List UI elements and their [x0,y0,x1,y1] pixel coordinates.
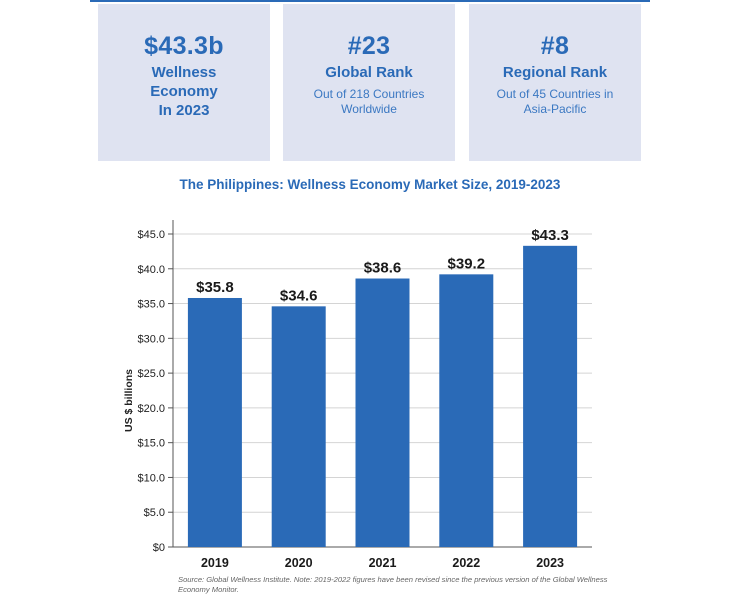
top-rule [90,0,650,2]
x-tick-label: 2020 [285,556,313,570]
stat-card-economy: $43.3b Wellness Economy In 2023 [98,4,270,161]
stat-label: Wellness Economy In 2023 [150,64,218,119]
y-tick-label: $45.0 [137,229,165,241]
y-tick-label: $0 [153,542,165,554]
y-tick-label: $15.0 [137,438,165,450]
x-tick-label: 2022 [452,556,480,570]
y-tick-label: $40.0 [137,264,165,276]
y-tick-label: $5.0 [144,507,165,519]
stat-description: Out of 218 Countries Worldwide [313,87,425,116]
bar-value-label: $34.6 [280,287,318,304]
stat-value: $43.3b [144,32,224,60]
bar [523,245,578,547]
stat-value: #8 [540,32,570,60]
chart-title: The Philippines: Wellness Economy Market… [179,177,561,192]
y-tick-label: $25.0 [137,368,165,380]
stat-value: #23 [347,32,391,60]
bar-chart: $0 $5.0 $10.0 $15.0 $20.0 $25.0 $30.0 $35.0 $40.… [123,220,592,570]
y-tick-label: $35.0 [137,299,165,311]
x-tick-label: 2021 [369,556,397,570]
bar [187,297,242,547]
bar [271,306,326,547]
bar-value-label: $39.2 [448,255,486,272]
stat-card-global-rank: #23 Global Rank Out of 218 Countries Wor… [283,4,455,161]
stat-label: Global Rank [325,64,413,81]
bar [355,278,410,547]
stat-description: Out of 45 Countries in Asia-Pacific [496,87,614,116]
bar [439,274,494,547]
y-tick-label: $30.0 [137,333,165,345]
y-axis-label: US $ billions [123,369,135,432]
stat-label: Regional Rank [502,64,608,81]
source-note: Source: Global Wellness Institute. Note:… [178,575,608,594]
bar-value-label: $38.6 [364,260,402,277]
x-tick-label: 2023 [536,556,564,570]
stat-card-regional-rank: #8 Regional Rank Out of 45 Countries in … [469,4,641,161]
bar-value-label: $43.3 [531,227,569,244]
bar-value-label: $35.8 [196,279,234,296]
y-tick-label: $20.0 [137,403,165,415]
y-tick-label: $10.0 [137,472,165,484]
x-tick-label: 2019 [201,556,229,570]
